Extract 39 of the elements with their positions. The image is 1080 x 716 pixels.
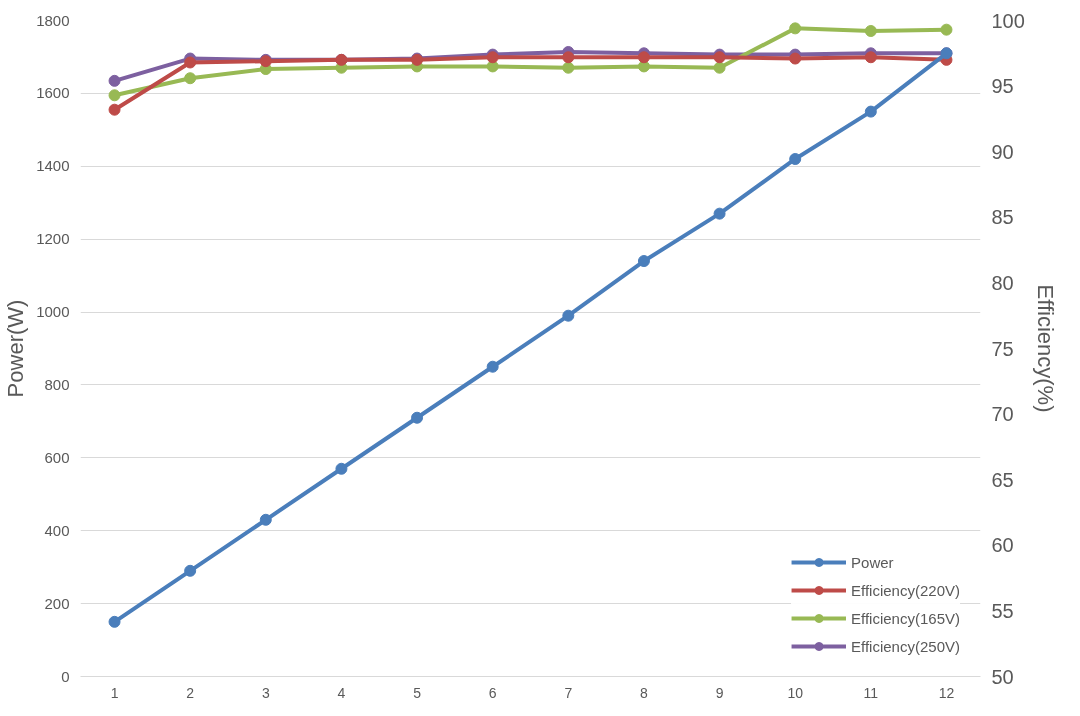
y2-tick-label: 60 <box>991 534 1014 557</box>
x-tick-label: 4 <box>337 684 346 701</box>
y2-tick-label: 95 <box>991 75 1014 98</box>
y2-tick-label: 100 <box>991 9 1025 32</box>
y2-axis-title: Efficiency(%) <box>1032 284 1058 413</box>
y2-tick-label: 75 <box>991 337 1014 360</box>
y-tick-label: 200 <box>44 594 70 612</box>
x-tick-label: 1 <box>110 684 119 701</box>
x-tick-label: 5 <box>413 684 422 701</box>
y-tick-label: 0 <box>61 667 70 685</box>
x-tick-label: 9 <box>715 684 724 701</box>
legend-label: Efficiency(165V) <box>851 609 960 627</box>
legend-label: Efficiency(220V) <box>851 581 960 599</box>
y-tick-label: 800 <box>44 375 70 393</box>
legend-label: Efficiency(250V) <box>851 637 960 655</box>
y2-tick-label: 90 <box>991 140 1014 163</box>
y-tick-label: 600 <box>44 448 70 466</box>
x-tick-label: 7 <box>564 684 573 701</box>
y2-tick-label: 85 <box>991 206 1014 229</box>
y-tick-label: 1800 <box>36 11 70 29</box>
y-tick-label: 1200 <box>36 230 70 248</box>
y-tick-label: 1000 <box>36 303 70 321</box>
x-tick-label: 8 <box>640 684 649 701</box>
y2-tick-label: 70 <box>991 403 1014 426</box>
x-tick-label: 2 <box>186 684 195 701</box>
y2-tick-label: 55 <box>991 599 1014 622</box>
y2-tick-label: 50 <box>991 665 1014 688</box>
x-tick-label: 12 <box>938 684 955 701</box>
x-tick-label: 11 <box>863 684 879 701</box>
y-tick-label: 1400 <box>36 157 70 175</box>
x-tick-label: 6 <box>488 684 497 701</box>
x-tick-label: 10 <box>787 684 804 701</box>
y2-tick-label: 65 <box>991 468 1014 491</box>
y-axis-title: Power(W) <box>3 299 29 398</box>
y-tick-label: 1600 <box>36 84 70 102</box>
y2-tick-label: 80 <box>991 271 1014 294</box>
y-tick-label: 400 <box>44 521 70 539</box>
legend-label: Power <box>851 553 894 571</box>
x-tick-label: 3 <box>261 684 270 701</box>
